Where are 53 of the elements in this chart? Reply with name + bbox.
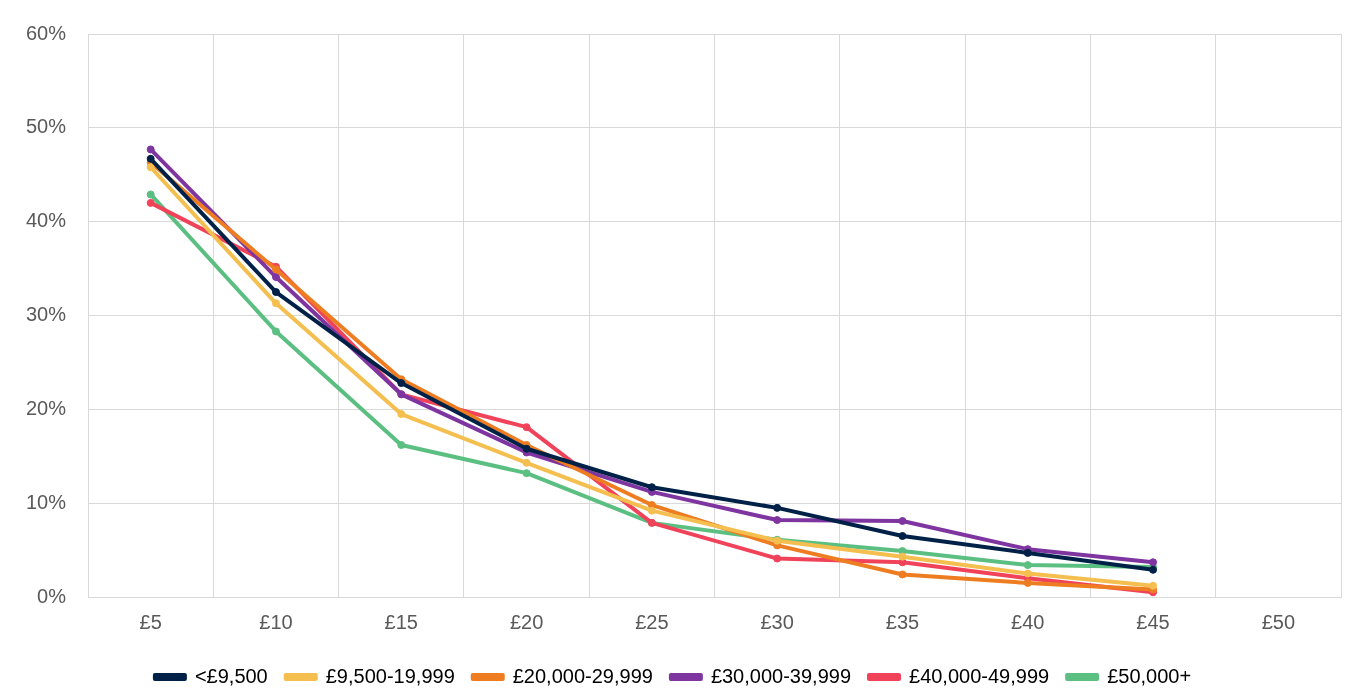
point	[522, 444, 531, 453]
point	[898, 517, 907, 525]
x-tick-label: £20	[509, 610, 544, 633]
point	[397, 379, 406, 388]
point	[146, 190, 155, 199]
y-tick-label: 50%	[26, 115, 67, 138]
x-tick-label: £15	[384, 610, 418, 633]
legend-label: £9,500-19,999	[325, 664, 455, 687]
x-tick-label: £45	[1136, 610, 1170, 633]
y-tick-label: 20%	[26, 396, 67, 419]
point	[898, 552, 907, 561]
point	[898, 532, 907, 541]
y-tick-label: 0%	[37, 584, 67, 607]
point	[271, 288, 280, 297]
point	[522, 458, 531, 467]
legend-label: £30,000-39,999	[710, 664, 852, 687]
y-tick-label: 10%	[26, 490, 67, 513]
point	[1023, 569, 1032, 578]
x-tick-label: £10	[259, 610, 293, 633]
point	[773, 554, 782, 563]
x-tick-label: £25	[635, 610, 669, 633]
x-tick-label: £35	[885, 610, 920, 633]
point	[1149, 558, 1158, 567]
point	[773, 516, 782, 525]
point	[146, 154, 155, 163]
point	[271, 299, 280, 308]
point	[522, 423, 531, 432]
legend-label: £20,000-29,999	[512, 664, 653, 687]
y-tick-label: 40%	[26, 209, 67, 232]
legend-label: £50,000+	[1107, 664, 1192, 687]
y-tick-label: 30%	[26, 303, 67, 326]
point	[773, 503, 782, 512]
point	[647, 506, 656, 515]
point	[397, 410, 406, 419]
point	[397, 440, 406, 449]
point	[1023, 578, 1032, 587]
point	[1149, 581, 1158, 590]
point	[522, 469, 531, 478]
x-tick-label: £40	[1011, 610, 1045, 633]
point	[271, 327, 280, 336]
point	[146, 145, 155, 154]
point	[146, 198, 155, 207]
point	[1023, 561, 1032, 570]
point	[898, 570, 907, 579]
x-tick-label: £5	[139, 610, 162, 633]
x-tick-label: £30	[760, 610, 794, 633]
y-tick-label: 60%	[26, 21, 67, 44]
x-tick-label: £50	[1261, 610, 1296, 633]
point	[146, 163, 155, 172]
point	[647, 483, 656, 492]
legend-label: £40,000-49,999	[909, 664, 1050, 687]
point	[271, 273, 280, 282]
legend-label: <£9,500	[194, 664, 268, 687]
